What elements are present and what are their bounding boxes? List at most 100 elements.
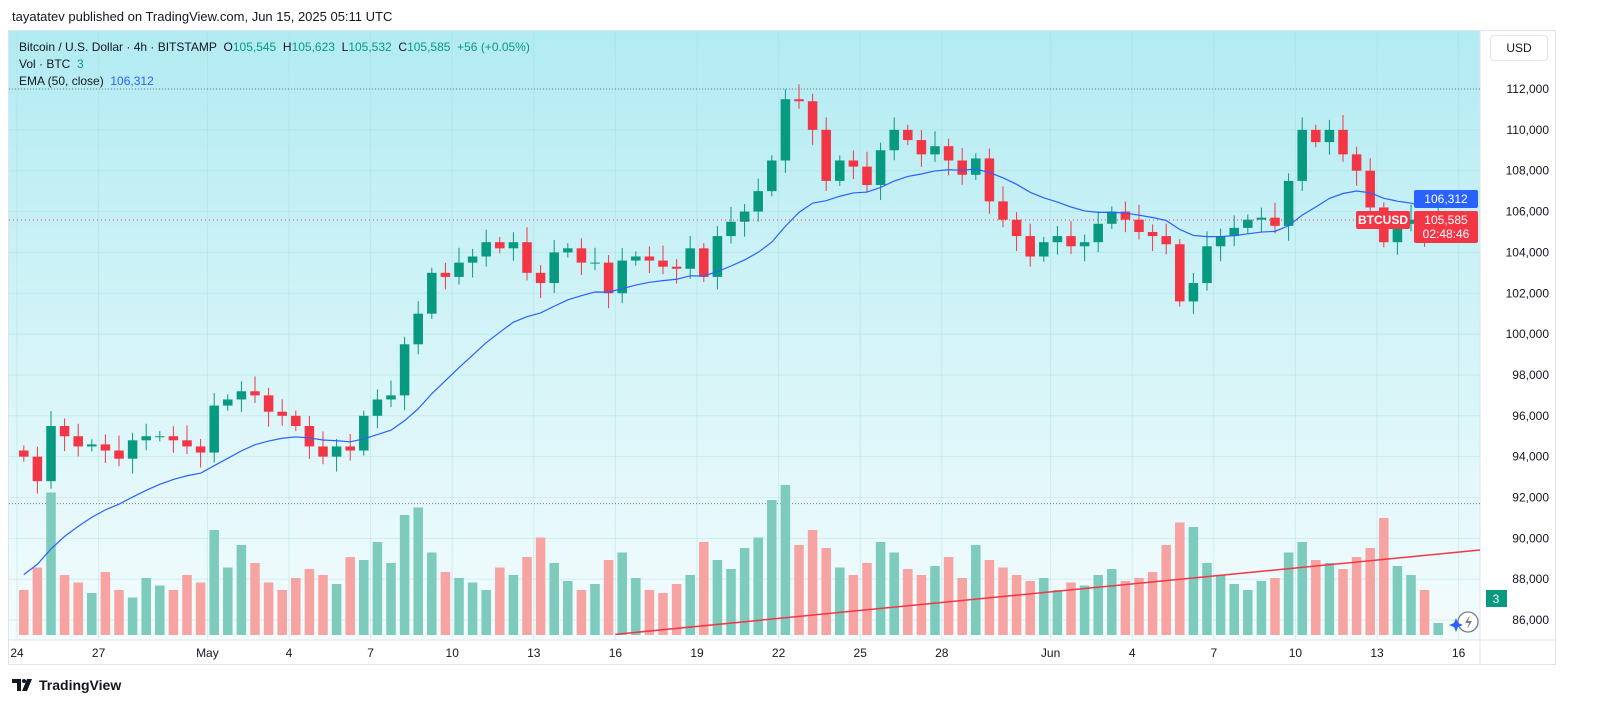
candle-body bbox=[155, 436, 165, 438]
candle-body bbox=[386, 395, 396, 400]
volume-bar bbox=[100, 572, 111, 635]
candle-body bbox=[1338, 129, 1348, 155]
time-tick-label: Jun bbox=[1041, 646, 1060, 660]
candle-body bbox=[236, 391, 247, 400]
candle-body bbox=[1066, 236, 1076, 247]
volume-bar bbox=[1107, 569, 1117, 635]
volume-bar bbox=[889, 552, 899, 635]
low-value: 105,532 bbox=[348, 40, 392, 54]
volume-bar bbox=[46, 492, 56, 635]
candle-body bbox=[1093, 223, 1103, 243]
candle-body bbox=[291, 415, 301, 427]
volume-bar bbox=[399, 515, 410, 635]
close-value: 105,585 bbox=[407, 40, 451, 54]
volume-bar bbox=[223, 567, 233, 635]
time-tick-label: 19 bbox=[690, 646, 704, 660]
candle-body bbox=[1025, 236, 1035, 257]
ema-line bbox=[23, 168, 1446, 576]
volume-bar bbox=[386, 563, 396, 635]
candle-body bbox=[1392, 223, 1403, 243]
candle-body bbox=[862, 166, 872, 185]
candle-body bbox=[739, 211, 750, 222]
symbol-title[interactable]: Bitcoin / U.S. Dollar · 4h · BITSTAMP bbox=[19, 40, 217, 54]
candle-body bbox=[304, 426, 315, 447]
volume-bar bbox=[590, 584, 600, 635]
candle-body bbox=[617, 260, 627, 294]
volume-bar bbox=[1324, 563, 1335, 635]
volume-bar bbox=[644, 590, 655, 635]
price-tick-label: 112,000 bbox=[1507, 82, 1550, 96]
candle-body bbox=[821, 129, 831, 181]
candle-body bbox=[182, 440, 192, 447]
tradingview-logo[interactable]: TradingView bbox=[12, 677, 121, 693]
candle-body bbox=[250, 391, 260, 396]
time-tick-label: 10 bbox=[1289, 646, 1303, 660]
candle-body bbox=[1188, 283, 1199, 302]
ema-label[interactable]: EMA (50, close) bbox=[19, 74, 104, 88]
volume-bar bbox=[739, 548, 750, 635]
candle-body bbox=[753, 191, 763, 212]
candle-body bbox=[440, 272, 451, 277]
volume-bar bbox=[481, 590, 491, 635]
currency-button[interactable]: USD bbox=[1490, 35, 1548, 61]
volume-bar bbox=[1406, 575, 1416, 635]
candle-body bbox=[1011, 219, 1022, 237]
candle-body bbox=[998, 201, 1008, 220]
candle-body bbox=[372, 399, 383, 416]
price-tick-label: 88,000 bbox=[1512, 572, 1549, 586]
volume-badge-text: 3 bbox=[1493, 592, 1500, 606]
time-tick-label: 24 bbox=[10, 646, 24, 660]
time-tick-label: 16 bbox=[1452, 646, 1466, 660]
price-tick-label: 106,000 bbox=[1506, 205, 1550, 219]
volume-label[interactable]: Vol · BTC bbox=[19, 57, 71, 71]
time-tick-label: 13 bbox=[527, 646, 541, 660]
volume-bar bbox=[1311, 560, 1321, 635]
time-tick-label: 4 bbox=[1129, 646, 1136, 660]
candle-body bbox=[1297, 129, 1307, 181]
candle-body bbox=[467, 256, 478, 263]
volume-bar bbox=[277, 590, 287, 635]
volume-value: 3 bbox=[77, 57, 84, 71]
price-tick-label: 102,000 bbox=[1506, 286, 1550, 300]
volume-bar bbox=[1243, 590, 1253, 635]
volume-bar bbox=[291, 578, 301, 635]
candle-body bbox=[1311, 129, 1321, 143]
volume-bar bbox=[182, 575, 192, 635]
volume-bar bbox=[495, 567, 505, 635]
candle-body bbox=[1406, 219, 1416, 224]
candle-body bbox=[19, 450, 29, 457]
volume-bar bbox=[1134, 578, 1144, 635]
ema-price-badge-text: 106,312 bbox=[1424, 192, 1468, 206]
volume-bar bbox=[372, 542, 383, 635]
volume-bar bbox=[114, 590, 124, 635]
candle-body bbox=[1215, 236, 1226, 247]
ohlc-row: Bitcoin / U.S. Dollar · 4h · BITSTAMP O 1… bbox=[19, 39, 530, 56]
volume-bar bbox=[141, 578, 151, 635]
volume-bar bbox=[263, 582, 274, 635]
volume-row: Vol · BTC 3 bbox=[19, 56, 530, 73]
price-axis-background bbox=[1480, 31, 1555, 640]
volume-bar bbox=[195, 582, 206, 635]
price-tick-label: 96,000 bbox=[1512, 409, 1549, 423]
lightning-icon-bolt bbox=[1465, 615, 1472, 629]
volume-bar bbox=[943, 557, 954, 635]
candle-body bbox=[685, 248, 695, 269]
volume-bar bbox=[32, 567, 43, 635]
candle-body bbox=[1229, 227, 1239, 237]
volume-bar bbox=[1270, 578, 1280, 635]
volume-bar bbox=[903, 569, 913, 635]
volume-bar bbox=[345, 557, 355, 635]
candle-body bbox=[535, 272, 546, 284]
candle-body bbox=[277, 411, 287, 416]
low-label: L bbox=[341, 40, 349, 54]
volume-bar bbox=[331, 584, 342, 635]
lightning-icon[interactable] bbox=[1457, 611, 1479, 633]
open-label: O bbox=[223, 40, 233, 54]
volume-bar bbox=[1379, 518, 1389, 635]
candle-body bbox=[699, 248, 709, 277]
volume-bar bbox=[1419, 590, 1430, 635]
candle-body bbox=[1120, 211, 1131, 220]
candle-body bbox=[1256, 217, 1267, 220]
